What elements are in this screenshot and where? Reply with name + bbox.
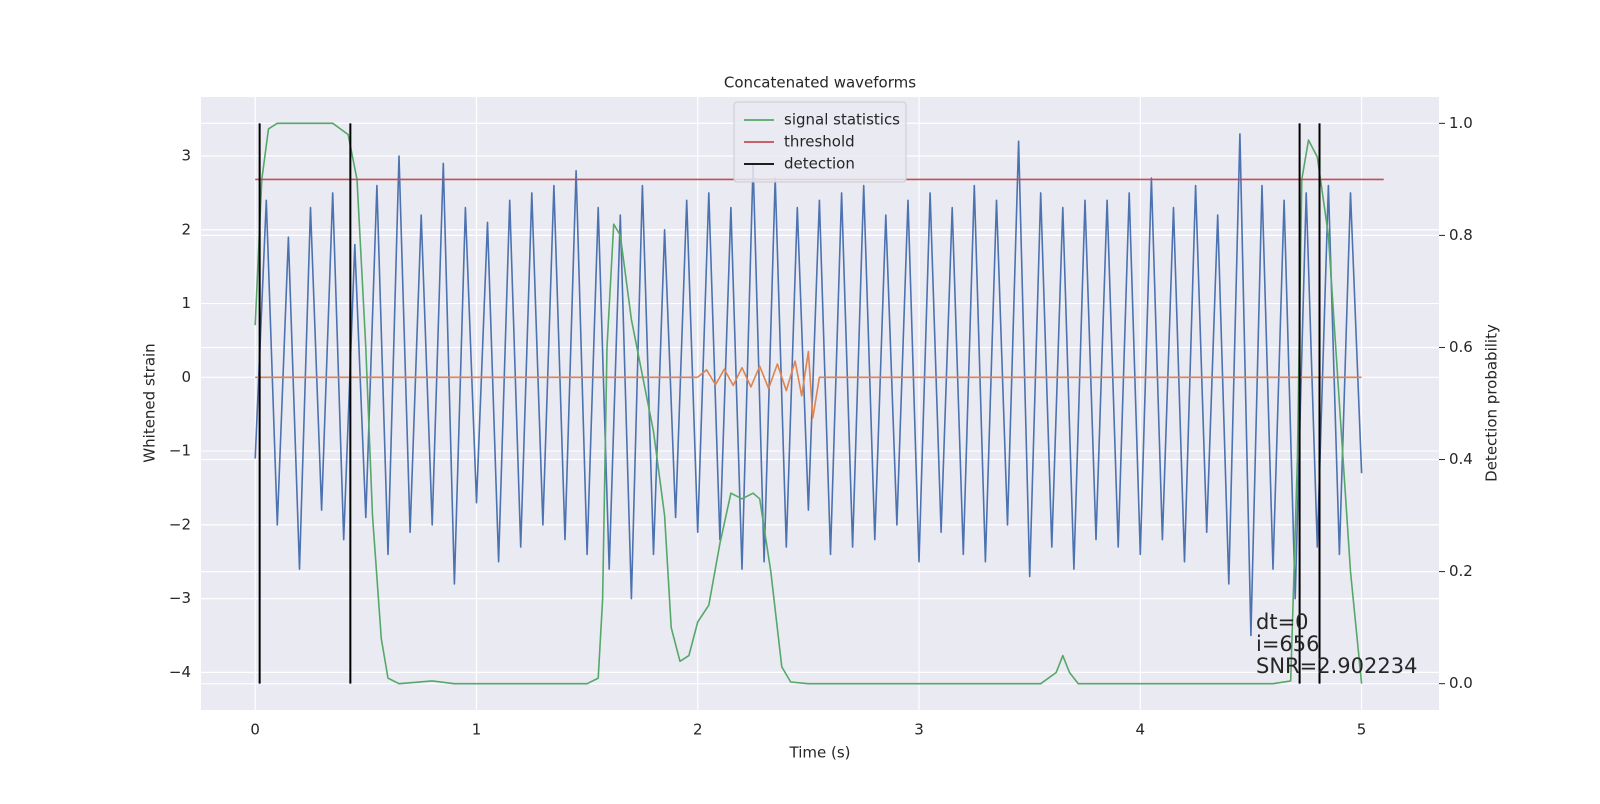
y2-tick-label: 0.2 [1449, 562, 1473, 580]
legend-label: detection [784, 155, 855, 173]
legend-label: threshold [784, 133, 855, 151]
legend-box [733, 101, 907, 183]
y2-tick-label: 0.0 [1449, 674, 1473, 692]
x-tick-label: 0 [250, 721, 260, 739]
annotation: i=656 [1256, 632, 1320, 656]
series-line [255, 350, 1362, 419]
x-tick-label: 1 [472, 721, 482, 739]
annotation: dt=0 [1256, 610, 1309, 634]
x-tick-label: 4 [1136, 721, 1146, 739]
plot-background [201, 97, 1439, 710]
y2-axis-label: Detection probability [1483, 324, 1501, 482]
x-tick-label: 2 [693, 721, 703, 739]
y2-tick-label: 1.0 [1449, 114, 1473, 132]
x-tick-label: 3 [914, 721, 924, 739]
y-tick-label: 2 [181, 220, 191, 238]
y2-tick-label: 0.4 [1449, 450, 1473, 468]
y-tick-label: 3 [181, 147, 191, 165]
series-line [254, 122, 1363, 685]
y2-tick-label: 0.8 [1449, 226, 1473, 244]
y-axis-label: Whitened strain [141, 343, 159, 462]
y-tick-label: −1 [169, 442, 191, 460]
y-tick-label: 0 [181, 368, 191, 386]
x-tick-label: 5 [1357, 721, 1367, 739]
y-tick-label: 1 [181, 294, 191, 312]
annotation: SNR=2.902234 [1256, 654, 1417, 678]
y-tick-label: −2 [169, 515, 191, 533]
y2-tick-label: 0.6 [1449, 338, 1473, 356]
y-tick-label: −3 [169, 589, 191, 607]
legend-label: signal statistics [784, 111, 900, 129]
x-axis-label: Time (s) [789, 744, 851, 762]
chart-title: Concatenated waveforms [724, 74, 916, 92]
y-tick-label: −4 [169, 663, 191, 681]
series-line [254, 133, 1363, 637]
